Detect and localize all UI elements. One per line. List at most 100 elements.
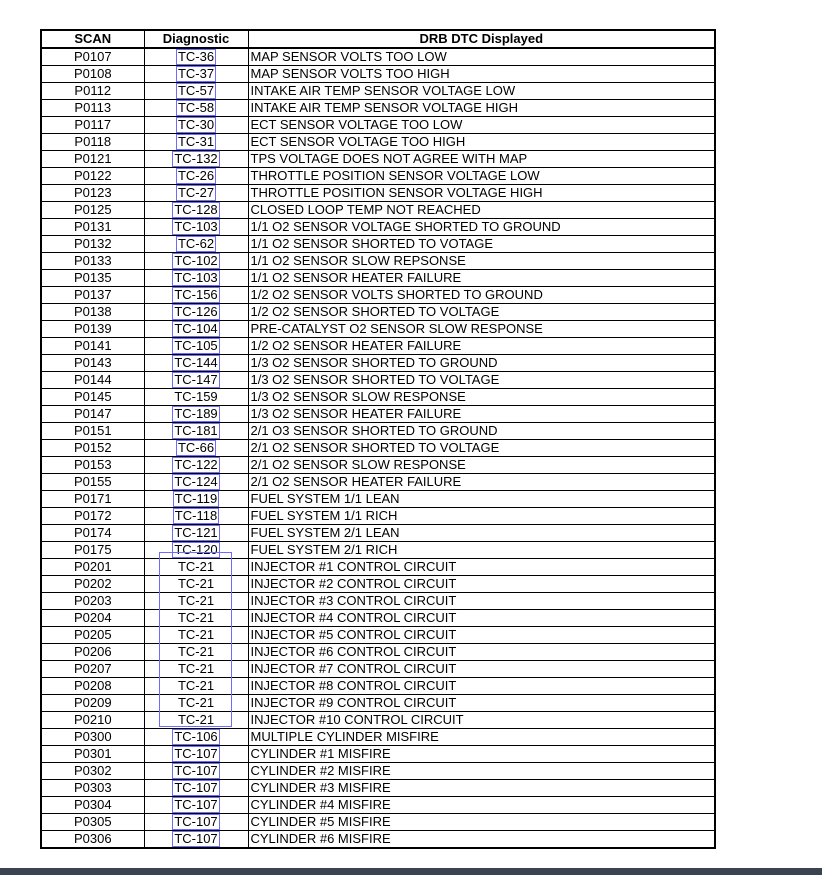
- diagnostic-link[interactable]: TC-128: [172, 202, 220, 218]
- diagnostic-link[interactable]: TC-30: [175, 117, 217, 133]
- diagnostic-code[interactable]: TC-21: [177, 627, 215, 642]
- diagnostic-link[interactable]: TC-37: [175, 66, 217, 82]
- diagnostic-link[interactable]: TC-58: [175, 100, 217, 116]
- diagnostic-code[interactable]: TC-21: [177, 593, 215, 608]
- diagnostic-cell: TC-159: [143, 388, 249, 406]
- diagnostic-link[interactable]: TC-107: [172, 746, 220, 762]
- scan-code: P0210: [40, 711, 145, 729]
- diagnostic-cell: TC-147: [143, 371, 249, 389]
- diagnostic-cell: TC-107: [143, 830, 249, 849]
- diagnostic-cell: TC-21: [143, 677, 249, 695]
- diagnostic-link[interactable]: TC-147: [172, 372, 220, 388]
- scan-code: P0118: [40, 133, 145, 151]
- scan-code: P0132: [40, 235, 145, 253]
- table-row: P0132 TC-62 1/1 O2 SENSOR SHORTED TO VOTAG…: [40, 235, 716, 253]
- diagnostic-cell: TC-21: [143, 660, 249, 678]
- scan-code: P0121: [40, 150, 145, 168]
- diagnostic-link[interactable]: TC-107: [172, 797, 220, 813]
- diagnostic-code[interactable]: TC-21: [177, 661, 215, 676]
- dtc-description: CYLINDER #2 MISFIRE: [247, 762, 716, 780]
- scan-code: P0143: [40, 354, 145, 372]
- diagnostic-link[interactable]: TC-144: [172, 355, 220, 371]
- diagnostic-link[interactable]: TC-66: [175, 440, 217, 456]
- diagnostic-link[interactable]: TC-31: [175, 134, 217, 150]
- diagnostic-link[interactable]: TC-107: [172, 831, 220, 847]
- scan-code: P0201: [40, 558, 145, 576]
- dtc-description: INJECTOR #9 CONTROL CIRCUIT: [247, 694, 716, 712]
- diagnostic-link[interactable]: TC-121: [172, 525, 220, 541]
- diagnostic-code[interactable]: TC-21: [177, 644, 215, 659]
- diagnostic-link[interactable]: TC-106: [172, 729, 220, 745]
- table-row: P0143 TC-144 1/3 O2 SENSOR SHORTED TO GROU…: [40, 354, 716, 372]
- diagnostic-cell: TC-27: [143, 184, 249, 202]
- diagnostic-cell: TC-107: [143, 796, 249, 814]
- diagnostic-link[interactable]: TC-181: [172, 423, 220, 439]
- table-row: P0108 TC-37 MAP SENSOR VOLTS TOO HIGH: [40, 65, 716, 83]
- scan-code: P0131: [40, 218, 145, 236]
- diagnostic-cell: TC-104: [143, 320, 249, 338]
- diagnostic-cell: TC-107: [143, 779, 249, 797]
- diagnostic-link[interactable]: TC-27: [175, 185, 217, 201]
- dtc-description: FUEL SYSTEM 2/1 LEAN: [247, 524, 716, 542]
- diagnostic-link[interactable]: TC-189: [172, 406, 220, 422]
- dtc-description: 1/3 O2 SENSOR SLOW RESPONSE: [247, 388, 716, 406]
- dtc-description: CYLINDER #3 MISFIRE: [247, 779, 716, 797]
- diagnostic-link[interactable]: TC-26: [175, 168, 217, 184]
- scan-code: P0133: [40, 252, 145, 270]
- diagnostic-link[interactable]: TC-57: [175, 83, 217, 99]
- table-row: P0208 TC-21 INJECTOR #8 CONTROL CIRCUIT: [40, 677, 716, 695]
- diagnostic-link[interactable]: TC-103: [172, 270, 220, 286]
- table-row: P0209 TC-21 INJECTOR #9 CONTROL CIRCUIT: [40, 694, 716, 712]
- dtc-description: INTAKE AIR TEMP SENSOR VOLTAGE LOW: [247, 82, 716, 100]
- diagnostic-link[interactable]: TC-119: [172, 491, 220, 507]
- scan-code: P0175: [40, 541, 145, 559]
- diagnostic-link[interactable]: TC-126: [172, 304, 220, 320]
- diagnostic-link[interactable]: TC-118: [172, 508, 220, 524]
- table-row: P0302 TC-107 CYLINDER #2 MISFIRE: [40, 762, 716, 780]
- diagnostic-code[interactable]: TC-21: [177, 712, 215, 727]
- diagnostic-code[interactable]: TC-21: [177, 576, 215, 591]
- diagnostic-link[interactable]: TC-103: [172, 219, 220, 235]
- table-row: P0121 TC-132 TPS VOLTAGE DOES NOT AGREE WI…: [40, 150, 716, 168]
- dtc-description: THROTTLE POSITION SENSOR VOLTAGE LOW: [247, 167, 716, 185]
- diagnostic-code[interactable]: TC-21: [177, 695, 215, 710]
- diagnostic-code[interactable]: TC-21: [177, 610, 215, 625]
- diagnostic-cell: TC-132: [143, 150, 249, 168]
- diagnostic-link[interactable]: TC-102: [172, 253, 220, 269]
- table-row: P0137 TC-156 1/2 O2 SENSOR VOLTS SHORTED T…: [40, 286, 716, 304]
- diagnostic-cell: TC-21: [143, 558, 249, 576]
- diagnostic-code: TC-159: [174, 389, 218, 404]
- dtc-description: INTAKE AIR TEMP SENSOR VOLTAGE HIGH: [247, 99, 716, 117]
- diagnostic-link[interactable]: TC-120: [172, 542, 220, 558]
- table-row: P0204 TC-21 INJECTOR #4 CONTROL CIRCUIT: [40, 609, 716, 627]
- diagnostic-link[interactable]: TC-156: [172, 287, 220, 303]
- diagnostic-cell: TC-66: [143, 439, 249, 457]
- diagnostic-link[interactable]: TC-124: [172, 474, 220, 490]
- diagnostic-code[interactable]: TC-21: [177, 559, 215, 574]
- diagnostic-link[interactable]: TC-107: [172, 780, 220, 796]
- scan-code: P0204: [40, 609, 145, 627]
- diagnostic-cell: TC-21: [143, 609, 249, 627]
- dtc-description: INJECTOR #3 CONTROL CIRCUIT: [247, 592, 716, 610]
- diagnostic-link[interactable]: TC-107: [172, 763, 220, 779]
- diagnostic-link[interactable]: TC-122: [172, 457, 220, 473]
- diagnostic-link[interactable]: TC-132: [172, 151, 220, 167]
- bottom-bar: [0, 868, 822, 875]
- diagnostic-cell: TC-120: [143, 541, 249, 559]
- scan-code: P0155: [40, 473, 145, 491]
- diagnostic-link[interactable]: TC-104: [172, 321, 220, 337]
- diagnostic-cell: TC-62: [143, 235, 249, 253]
- dtc-description: PRE-CATALYST O2 SENSOR SLOW RESPONSE: [247, 320, 716, 338]
- scan-code: P0135: [40, 269, 145, 287]
- diagnostic-link[interactable]: TC-105: [172, 338, 220, 354]
- diagnostic-code[interactable]: TC-21: [177, 678, 215, 693]
- table-row: P0123 TC-27 THROTTLE POSITION SENSOR VOLTA…: [40, 184, 716, 202]
- diagnostic-link[interactable]: TC-36: [175, 49, 217, 65]
- diagnostic-cell: TC-21: [143, 643, 249, 661]
- scan-code: P0112: [40, 82, 145, 100]
- diagnostic-link[interactable]: TC-62: [175, 236, 217, 252]
- diagnostic-link[interactable]: TC-107: [172, 814, 220, 830]
- diagnostic-cell: TC-121: [143, 524, 249, 542]
- header-scan: SCAN: [40, 29, 145, 49]
- diagnostic-cell: TC-119: [143, 490, 249, 508]
